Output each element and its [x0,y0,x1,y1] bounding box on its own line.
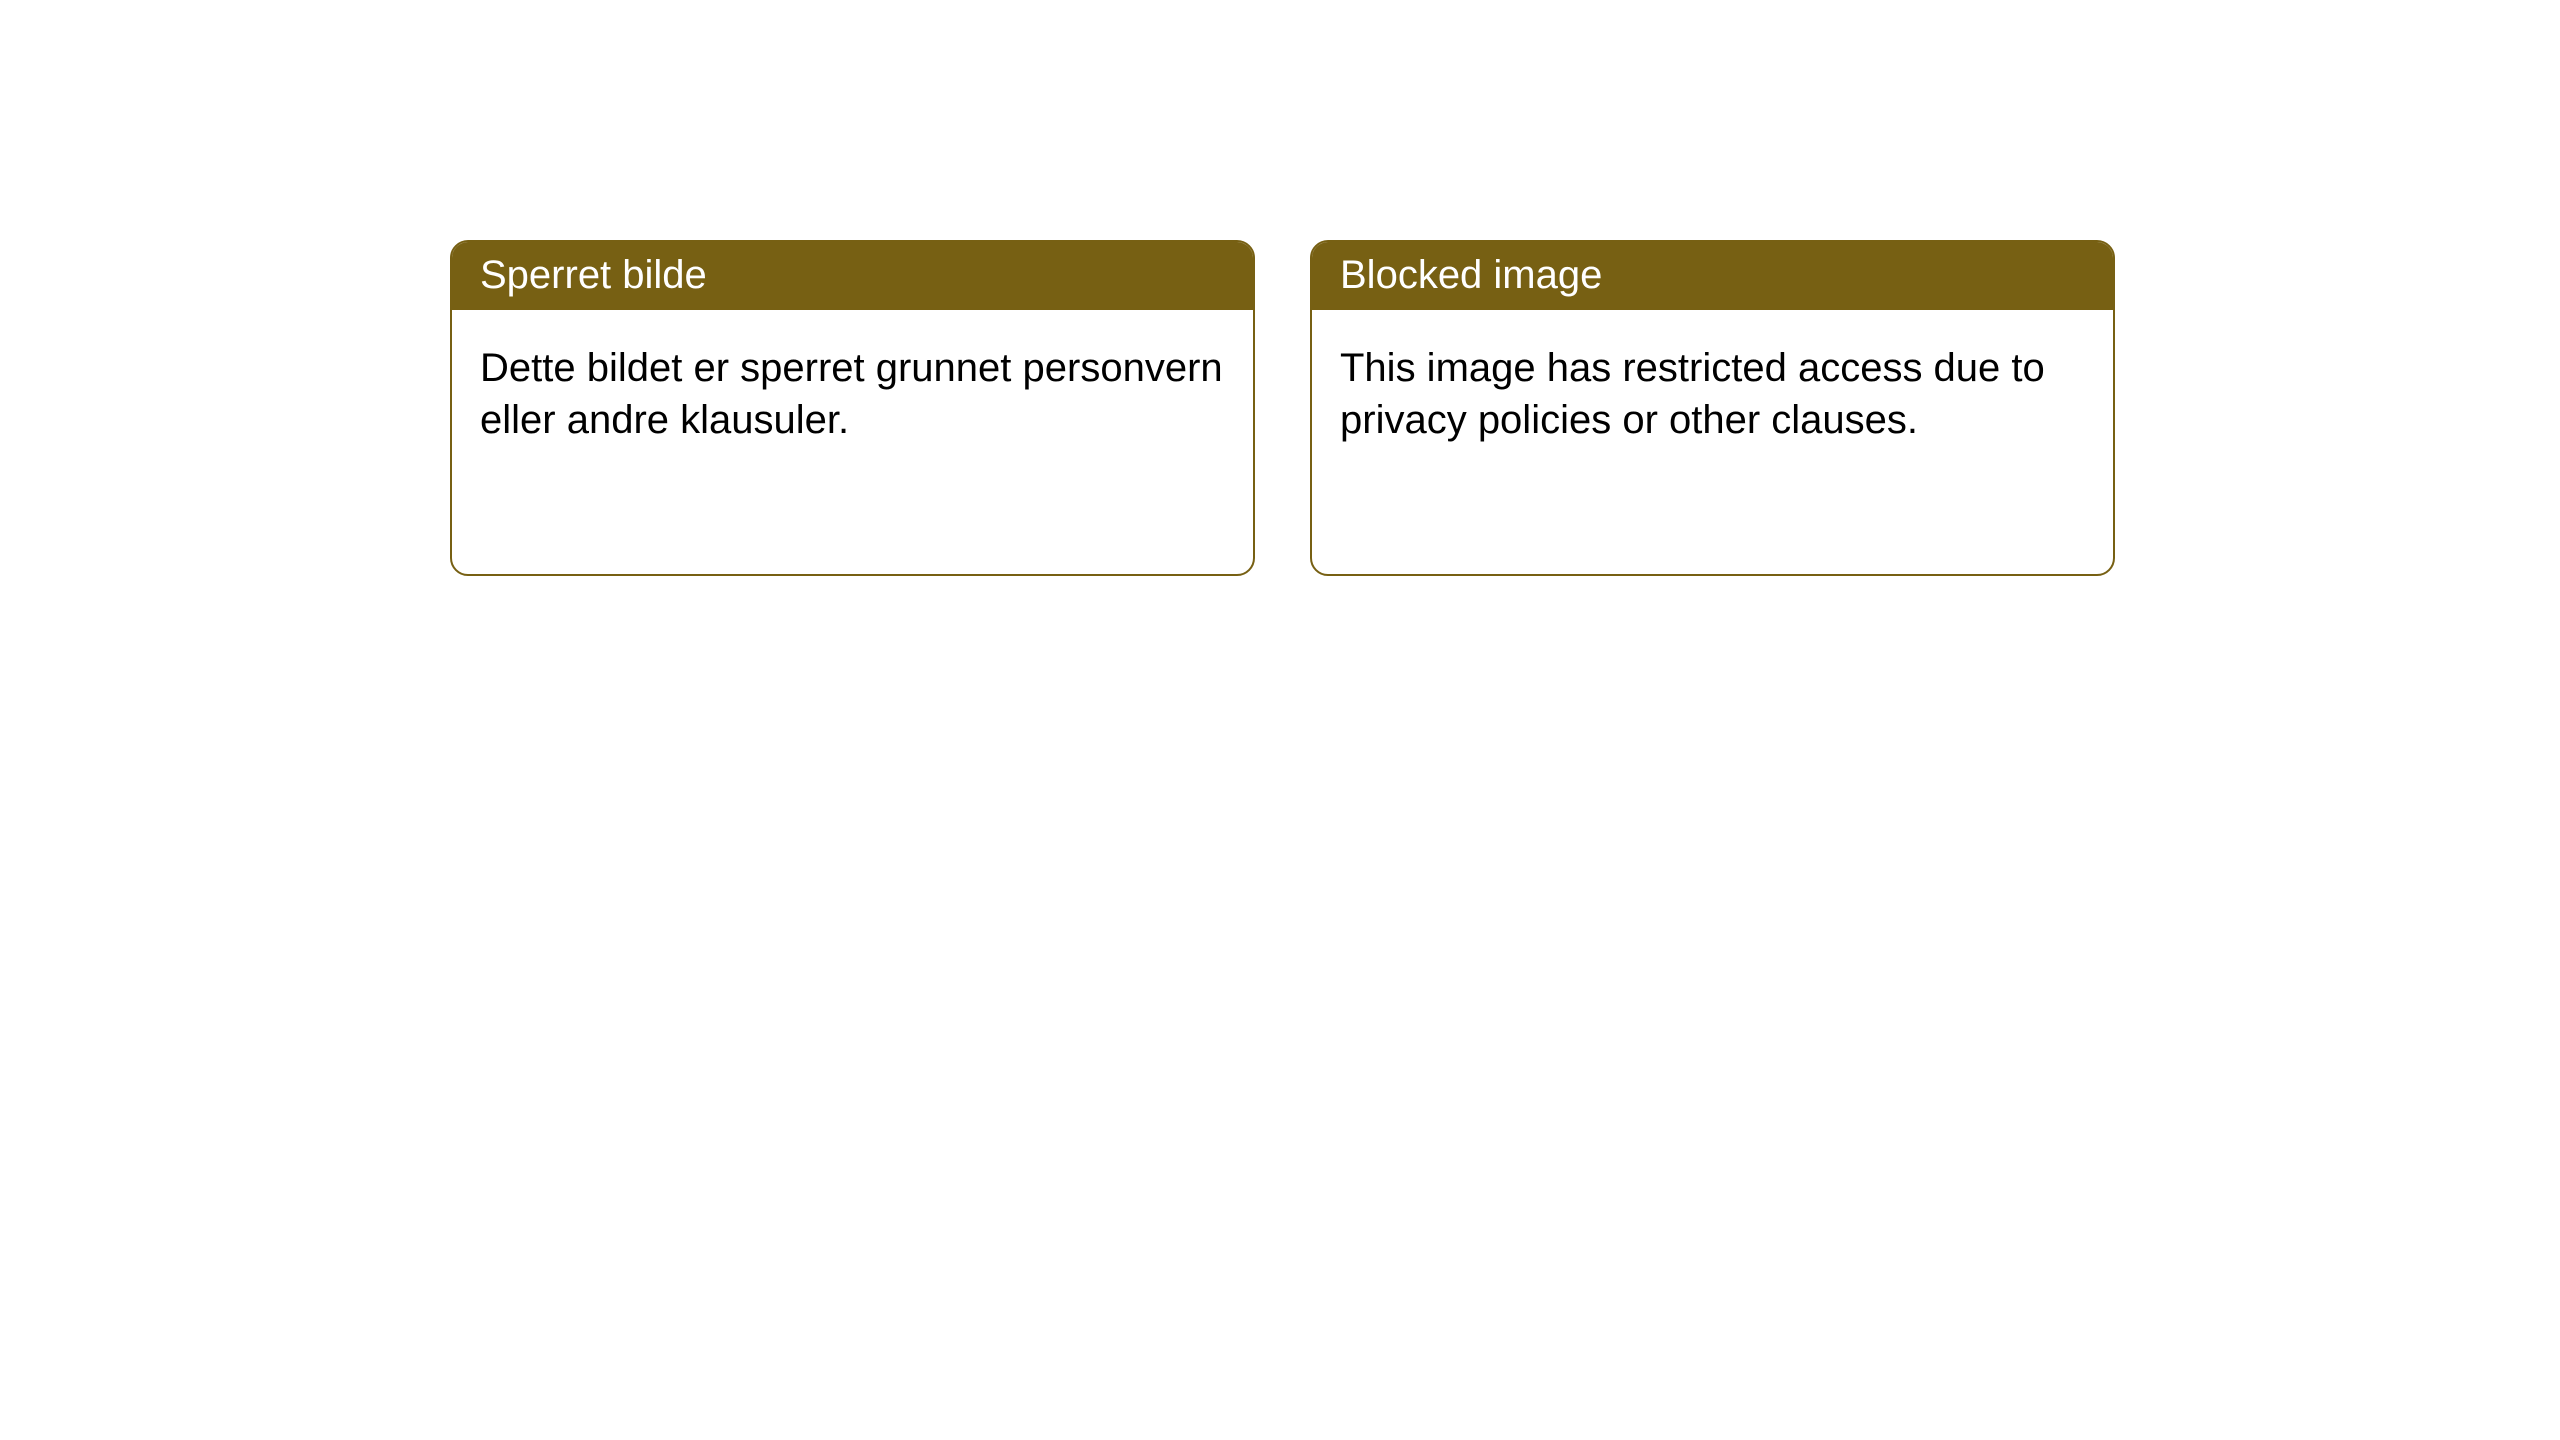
notice-title-english: Blocked image [1312,242,2113,310]
notice-body-english: This image has restricted access due to … [1312,310,2113,470]
notice-body-norwegian: Dette bildet er sperret grunnet personve… [452,310,1253,470]
notice-title-norwegian: Sperret bilde [452,242,1253,310]
notice-card-english: Blocked image This image has restricted … [1310,240,2115,576]
notice-card-norwegian: Sperret bilde Dette bildet er sperret gr… [450,240,1255,576]
notice-cards-container: Sperret bilde Dette bildet er sperret gr… [450,240,2115,576]
